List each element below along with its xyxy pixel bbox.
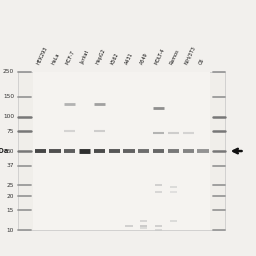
Text: HeLa: HeLa <box>50 52 60 65</box>
Text: 150: 150 <box>3 94 14 99</box>
Text: 10: 10 <box>7 228 14 233</box>
Text: 15: 15 <box>7 208 14 213</box>
Bar <box>33 72 210 230</box>
Text: 100: 100 <box>3 114 14 119</box>
Text: 20: 20 <box>7 194 14 199</box>
Text: C6: C6 <box>199 57 206 65</box>
Text: NIH/3T3: NIH/3T3 <box>184 45 197 65</box>
Text: A549: A549 <box>139 52 149 65</box>
Text: 25: 25 <box>7 183 14 188</box>
Text: 50: 50 <box>7 148 14 154</box>
Text: Ramos: Ramos <box>169 48 180 65</box>
Bar <box>18 72 225 230</box>
Text: A431: A431 <box>124 52 134 65</box>
Text: HEK293: HEK293 <box>36 46 48 65</box>
Text: 37: 37 <box>7 163 14 168</box>
Text: HepG2: HepG2 <box>95 48 106 65</box>
Text: MOLT-4: MOLT-4 <box>154 47 166 65</box>
Text: Jurkat: Jurkat <box>80 50 91 65</box>
Text: kDa: kDa <box>0 148 8 154</box>
Text: 250: 250 <box>3 69 14 74</box>
Text: K562: K562 <box>110 52 120 65</box>
Text: MCF-7: MCF-7 <box>65 49 76 65</box>
Text: 75: 75 <box>7 129 14 134</box>
